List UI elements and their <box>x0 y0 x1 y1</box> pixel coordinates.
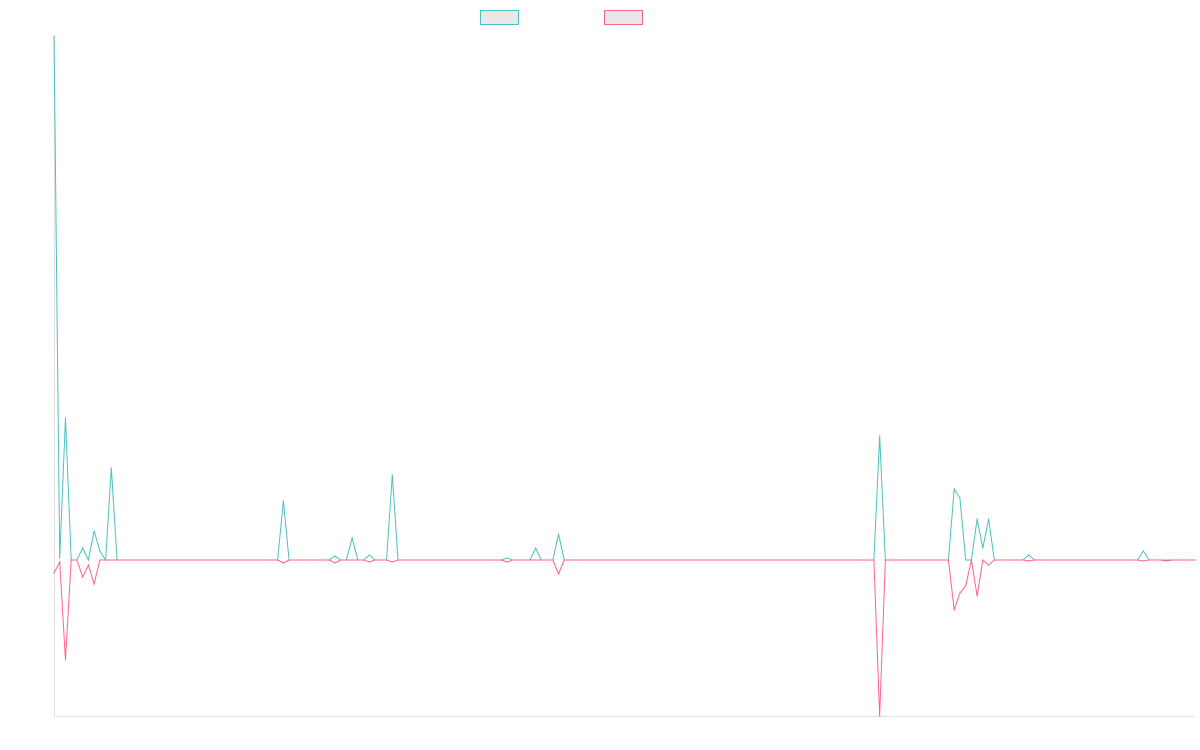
series-1-point <box>976 518 978 520</box>
series-2-point <box>987 564 990 566</box>
series-2-point <box>391 561 393 563</box>
series-2-point <box>363 559 365 561</box>
series-2-point <box>563 559 565 561</box>
legend-swatch-series-2[interactable] <box>604 10 643 25</box>
series-2-point <box>506 561 508 563</box>
series-1-point <box>334 555 336 557</box>
series-1-point <box>879 435 881 437</box>
series-2-point <box>970 559 972 561</box>
series-2-point <box>959 592 961 594</box>
series-2-point <box>1194 559 1196 561</box>
series-2-point <box>1033 559 1036 561</box>
series-2-point <box>105 559 107 561</box>
series-2-point <box>879 715 881 717</box>
legend-swatch-series-1[interactable] <box>480 10 519 25</box>
series-1-point <box>282 500 284 502</box>
series-1-point <box>53 35 55 37</box>
series-2-point <box>500 559 502 561</box>
series-2-point <box>64 659 67 661</box>
series-2-point <box>53 572 55 574</box>
series-1-point <box>1142 550 1144 552</box>
series-2-point <box>557 573 560 575</box>
series-2-point <box>93 583 95 585</box>
series-2-point <box>976 595 978 597</box>
series-2-point <box>552 559 554 561</box>
series-1-point <box>59 557 61 559</box>
series-1 <box>53 35 1196 562</box>
series-2-point <box>1160 559 1162 561</box>
series-2-point <box>1028 560 1030 562</box>
series-2-point <box>385 559 388 561</box>
series-2-line <box>53 559 1195 717</box>
series-2-point <box>965 585 967 587</box>
series-2-point <box>288 559 290 561</box>
series-2-point <box>76 559 78 561</box>
series-2-point <box>282 562 284 564</box>
series-2-point <box>1137 559 1139 561</box>
series-2-point <box>328 559 330 561</box>
series-1-point <box>87 559 89 561</box>
series-2-point <box>87 564 89 566</box>
series-2-point <box>873 559 875 561</box>
series-1-point <box>506 557 508 559</box>
series-2-point <box>1148 559 1150 561</box>
series-2-point <box>540 559 542 561</box>
series-1-point <box>1165 559 1167 561</box>
series-2-point <box>993 559 995 561</box>
series-1-point <box>93 530 95 532</box>
series-1-point <box>368 554 370 556</box>
series-1-point <box>959 497 961 499</box>
series-1-point <box>557 533 560 535</box>
series-2-point <box>884 559 886 561</box>
series-2 <box>53 559 1196 717</box>
series-2-point <box>340 559 342 561</box>
series-2-point <box>59 561 61 563</box>
series-1-point <box>110 467 112 469</box>
series-1-point <box>535 547 537 549</box>
series-2-point <box>1165 560 1167 562</box>
series-2-point <box>99 559 101 561</box>
series-2-point <box>82 576 84 578</box>
series-1-point <box>1028 554 1030 556</box>
series-2-point <box>1022 559 1024 561</box>
series-1-line <box>53 35 1195 562</box>
series-2-point <box>374 559 376 561</box>
series-2-point <box>982 559 984 561</box>
series-1-point <box>391 474 393 476</box>
series-1-point <box>82 547 84 549</box>
series-1-point <box>99 550 101 552</box>
series-1-point <box>953 488 955 490</box>
series-2-point <box>512 559 514 561</box>
series-2-point <box>1142 560 1144 562</box>
series-2-point <box>334 562 336 564</box>
series-2-point <box>947 559 950 561</box>
series-2-point <box>368 561 370 563</box>
series-2-point <box>70 559 72 561</box>
series-1-point <box>987 518 990 520</box>
series-2-point <box>116 559 118 561</box>
series-2-point <box>397 559 399 561</box>
series-layer <box>53 35 1196 717</box>
series-2-point <box>277 559 279 561</box>
series-1-point <box>351 537 353 539</box>
series-2-point <box>953 609 955 611</box>
series-2-point <box>110 559 112 561</box>
series-1-point <box>965 559 967 561</box>
series-2-point <box>1171 559 1173 561</box>
series-1-point <box>982 547 984 549</box>
series-1-point <box>64 417 67 419</box>
series-2-point <box>535 559 537 561</box>
